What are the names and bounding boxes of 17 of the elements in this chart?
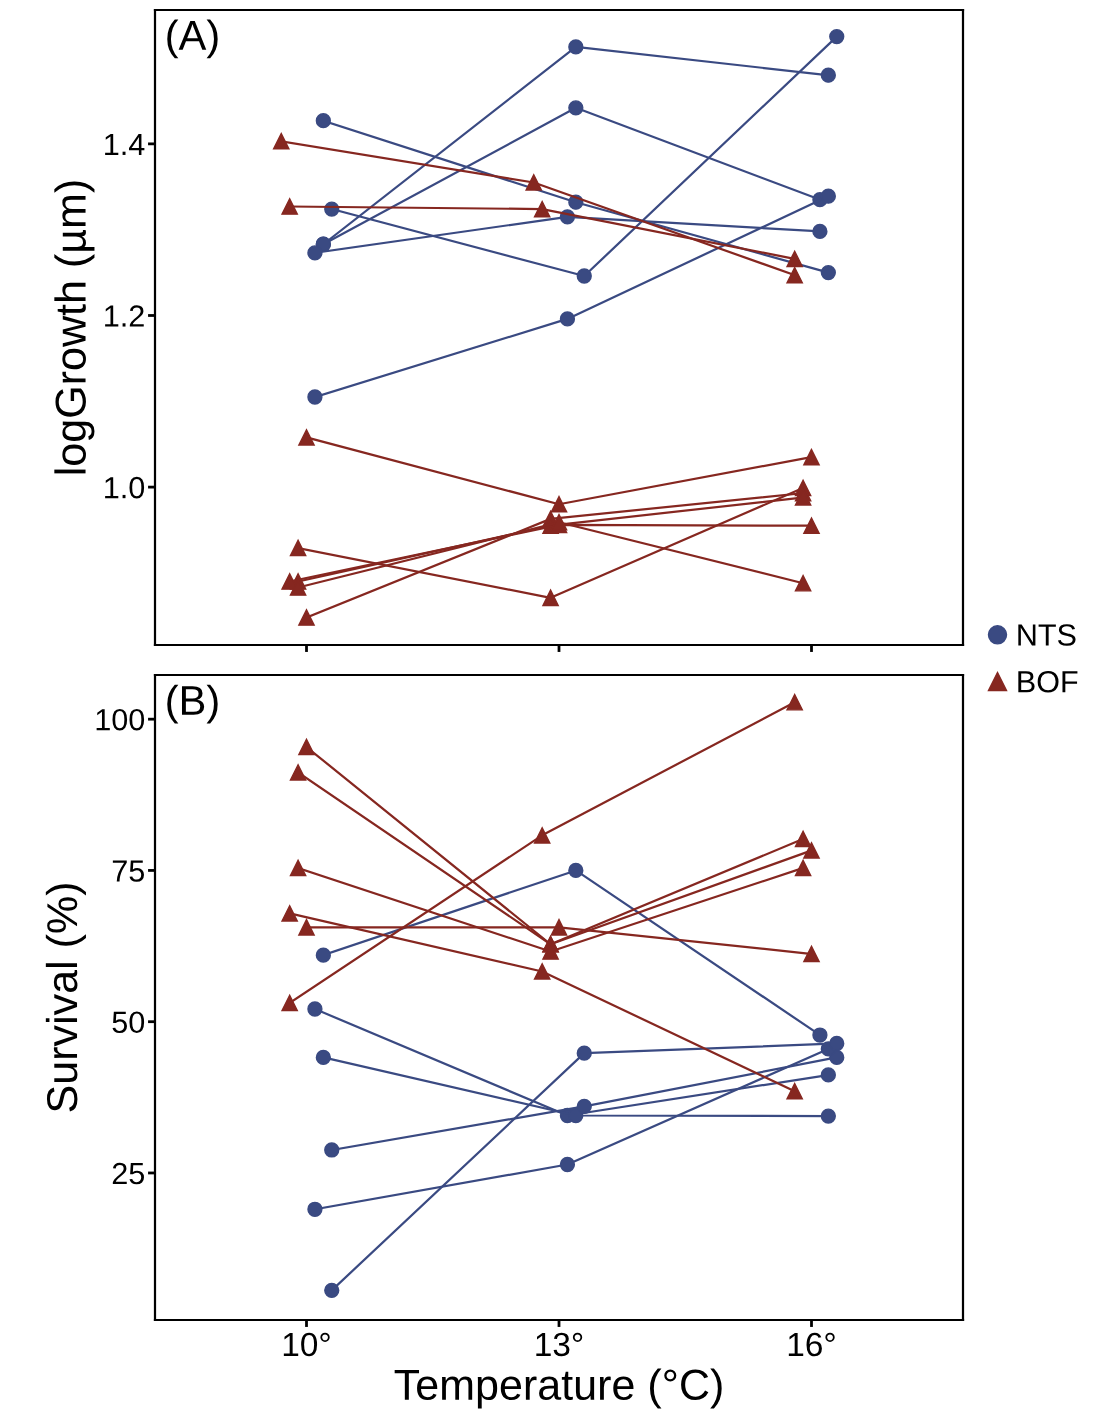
x-tick-label: 13° <box>536 1332 583 1357</box>
x-tick-label: 10° <box>283 1332 330 1357</box>
annotation: (B) <box>167 684 218 724</box>
legend-label: BOF <box>1018 670 1078 693</box>
y-tick-label: 100 <box>96 708 145 731</box>
y-tick-label: 1.2 <box>105 305 144 327</box>
x-axis-title: Temperature (°C) <box>394 1368 722 1409</box>
y-tick-label: 1.0 <box>105 476 145 499</box>
y-axis-title: logGrowth (µm) <box>54 181 95 474</box>
y-tick-label: 75 <box>112 860 144 882</box>
y-tick-label: 1.4 <box>105 133 145 155</box>
y-tick-label: 50 <box>112 1011 145 1034</box>
x-tick-label: 16° <box>788 1332 835 1357</box>
annotation: (A) <box>167 19 218 59</box>
legend-label: NTS <box>1018 624 1076 646</box>
y-tick-label: 25 <box>112 1162 144 1185</box>
y-axis-title: Survival (%) <box>45 884 86 1112</box>
